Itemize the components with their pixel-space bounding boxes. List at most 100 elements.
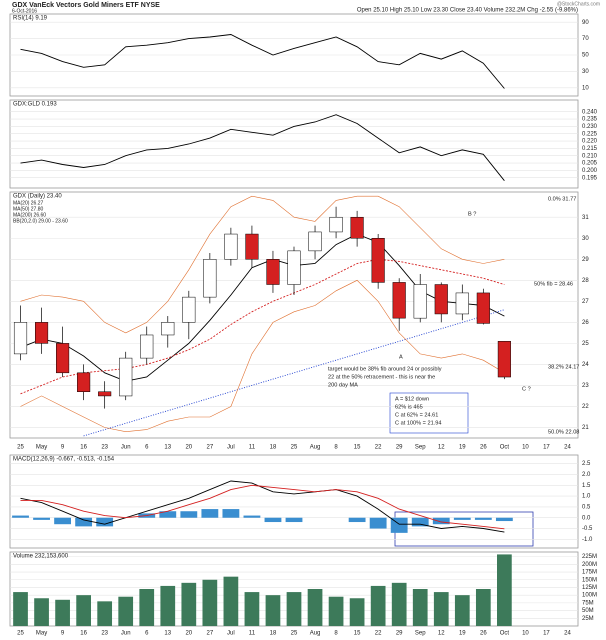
volume-bar — [223, 576, 239, 626]
annotation: target would be 38% fib around 24 or pos… — [328, 366, 442, 372]
x-tick-label: Oct — [500, 445, 510, 451]
series-line — [20, 114, 505, 181]
histogram-bar — [369, 517, 387, 529]
y-tick-label: -1.0 — [582, 537, 593, 543]
y-tick-label: 22 — [582, 404, 589, 410]
x-tick-label: 9 — [61, 631, 65, 637]
x-tick-label: 27 — [207, 445, 214, 451]
x-tick-label: 29 — [396, 445, 403, 451]
series-line — [20, 279, 505, 433]
annotation: A = $12 down — [395, 396, 429, 402]
legend-entry: BB(20,2.0) 29.00 - 23.60 — [13, 218, 68, 224]
histogram-bar — [54, 517, 72, 525]
macd-box — [394, 511, 534, 547]
y-tick-label: 0.5 — [582, 504, 591, 510]
histogram-bar — [264, 517, 282, 523]
y-tick-label: 1.5 — [582, 483, 591, 489]
histogram-bar — [495, 517, 513, 522]
volume-bar — [34, 598, 49, 626]
series-line — [20, 233, 505, 382]
candle-body — [287, 250, 301, 285]
histogram-bar — [33, 517, 50, 520]
x-tick-label: 26 — [480, 631, 487, 637]
y-tick-label: 0.195 — [582, 175, 598, 181]
x-tick-label: 11 — [249, 631, 256, 637]
y-tick-label: 23 — [582, 383, 589, 389]
series-line — [83, 309, 505, 437]
candle-body — [308, 231, 322, 252]
annotation: C ? — [522, 386, 531, 392]
volume-bar — [139, 589, 155, 626]
annotation: B ? — [468, 211, 476, 217]
x-tick-label: 29 — [396, 631, 403, 637]
histogram-bar — [285, 517, 303, 523]
volume-bar — [76, 595, 91, 626]
y-tick-label: 28 — [582, 278, 589, 284]
annotation: 62% is 465 — [395, 404, 423, 410]
y-tick-label: 0.235 — [582, 117, 598, 123]
histogram-bar — [96, 517, 114, 527]
x-tick-label: 19 — [459, 631, 466, 637]
header-date: 6-Oct-2016 — [12, 8, 37, 14]
x-tick-label: 10 — [522, 445, 529, 451]
x-tick-label: 19 — [459, 445, 466, 451]
annotation: A — [399, 354, 403, 360]
legend-entry: MA(200) 26.60 — [13, 212, 46, 218]
header-quote: Open 25.10 High 25.10 Low 23.30 Close 23… — [357, 8, 578, 14]
histogram-bar — [201, 509, 219, 518]
x-tick-label: Aug — [310, 631, 321, 637]
x-tick-label: Jun — [121, 445, 131, 451]
y-tick-label: 75M — [582, 600, 594, 606]
y-tick-label: 0.240 — [582, 109, 598, 115]
y-tick-label: 25 — [582, 341, 589, 347]
y-tick-label: 50M — [582, 608, 594, 614]
candle-body — [371, 238, 385, 283]
annotation: C at 100% = 21.94 — [395, 420, 442, 426]
histogram-bar — [12, 515, 29, 518]
x-tick-label: 15 — [354, 445, 361, 451]
volume-bar — [497, 554, 512, 626]
series-line — [20, 258, 505, 395]
x-tick-label: Sep — [415, 631, 426, 637]
y-tick-label: 70 — [582, 36, 589, 42]
x-tick-label: 10 — [522, 631, 529, 637]
x-tick-label: Jun — [121, 631, 131, 637]
x-tick-label: 18 — [270, 445, 277, 451]
volume-bar — [202, 579, 218, 626]
legend-entry: MA(20) 26.27 — [13, 200, 44, 206]
y-tick-label: 225M — [582, 554, 597, 560]
candle-body — [245, 233, 259, 260]
volume-bar — [307, 589, 323, 626]
candle-body — [266, 259, 280, 285]
y-tick-label: 0.220 — [582, 139, 598, 145]
x-tick-label: 25 — [17, 631, 24, 637]
volume-bar — [55, 599, 70, 626]
y-tick-label: 30 — [582, 236, 589, 242]
y-tick-label: 50 — [582, 53, 589, 59]
histogram-bar — [222, 509, 240, 518]
y-tick-label: 0.205 — [582, 161, 598, 167]
x-tick-label: Sep — [415, 445, 426, 451]
y-tick-label: 30 — [582, 69, 589, 75]
y-tick-label: 0.225 — [582, 131, 598, 137]
histogram-bar — [432, 517, 450, 525]
x-tick-label: May — [36, 445, 47, 451]
candle-body — [203, 259, 217, 298]
volume-bar — [370, 585, 386, 626]
x-tick-label: 6 — [145, 445, 149, 451]
y-tick-label: 0.215 — [582, 146, 598, 152]
x-tick-label: 6 — [145, 631, 149, 637]
y-tick-label: 25M — [582, 616, 594, 622]
candle-body — [413, 284, 427, 319]
note-box — [389, 392, 469, 434]
y-tick-label: 0.200 — [582, 168, 598, 174]
candle-body — [119, 357, 133, 397]
y-tick-label: 1.0 — [582, 494, 591, 500]
y-tick-label: 24 — [582, 362, 589, 368]
x-tick-label: 20 — [185, 445, 192, 451]
x-tick-label: 22 — [375, 445, 382, 451]
candle-body — [329, 216, 343, 233]
x-tick-label: 22 — [375, 631, 382, 637]
y-tick-label: 200M — [582, 562, 597, 568]
